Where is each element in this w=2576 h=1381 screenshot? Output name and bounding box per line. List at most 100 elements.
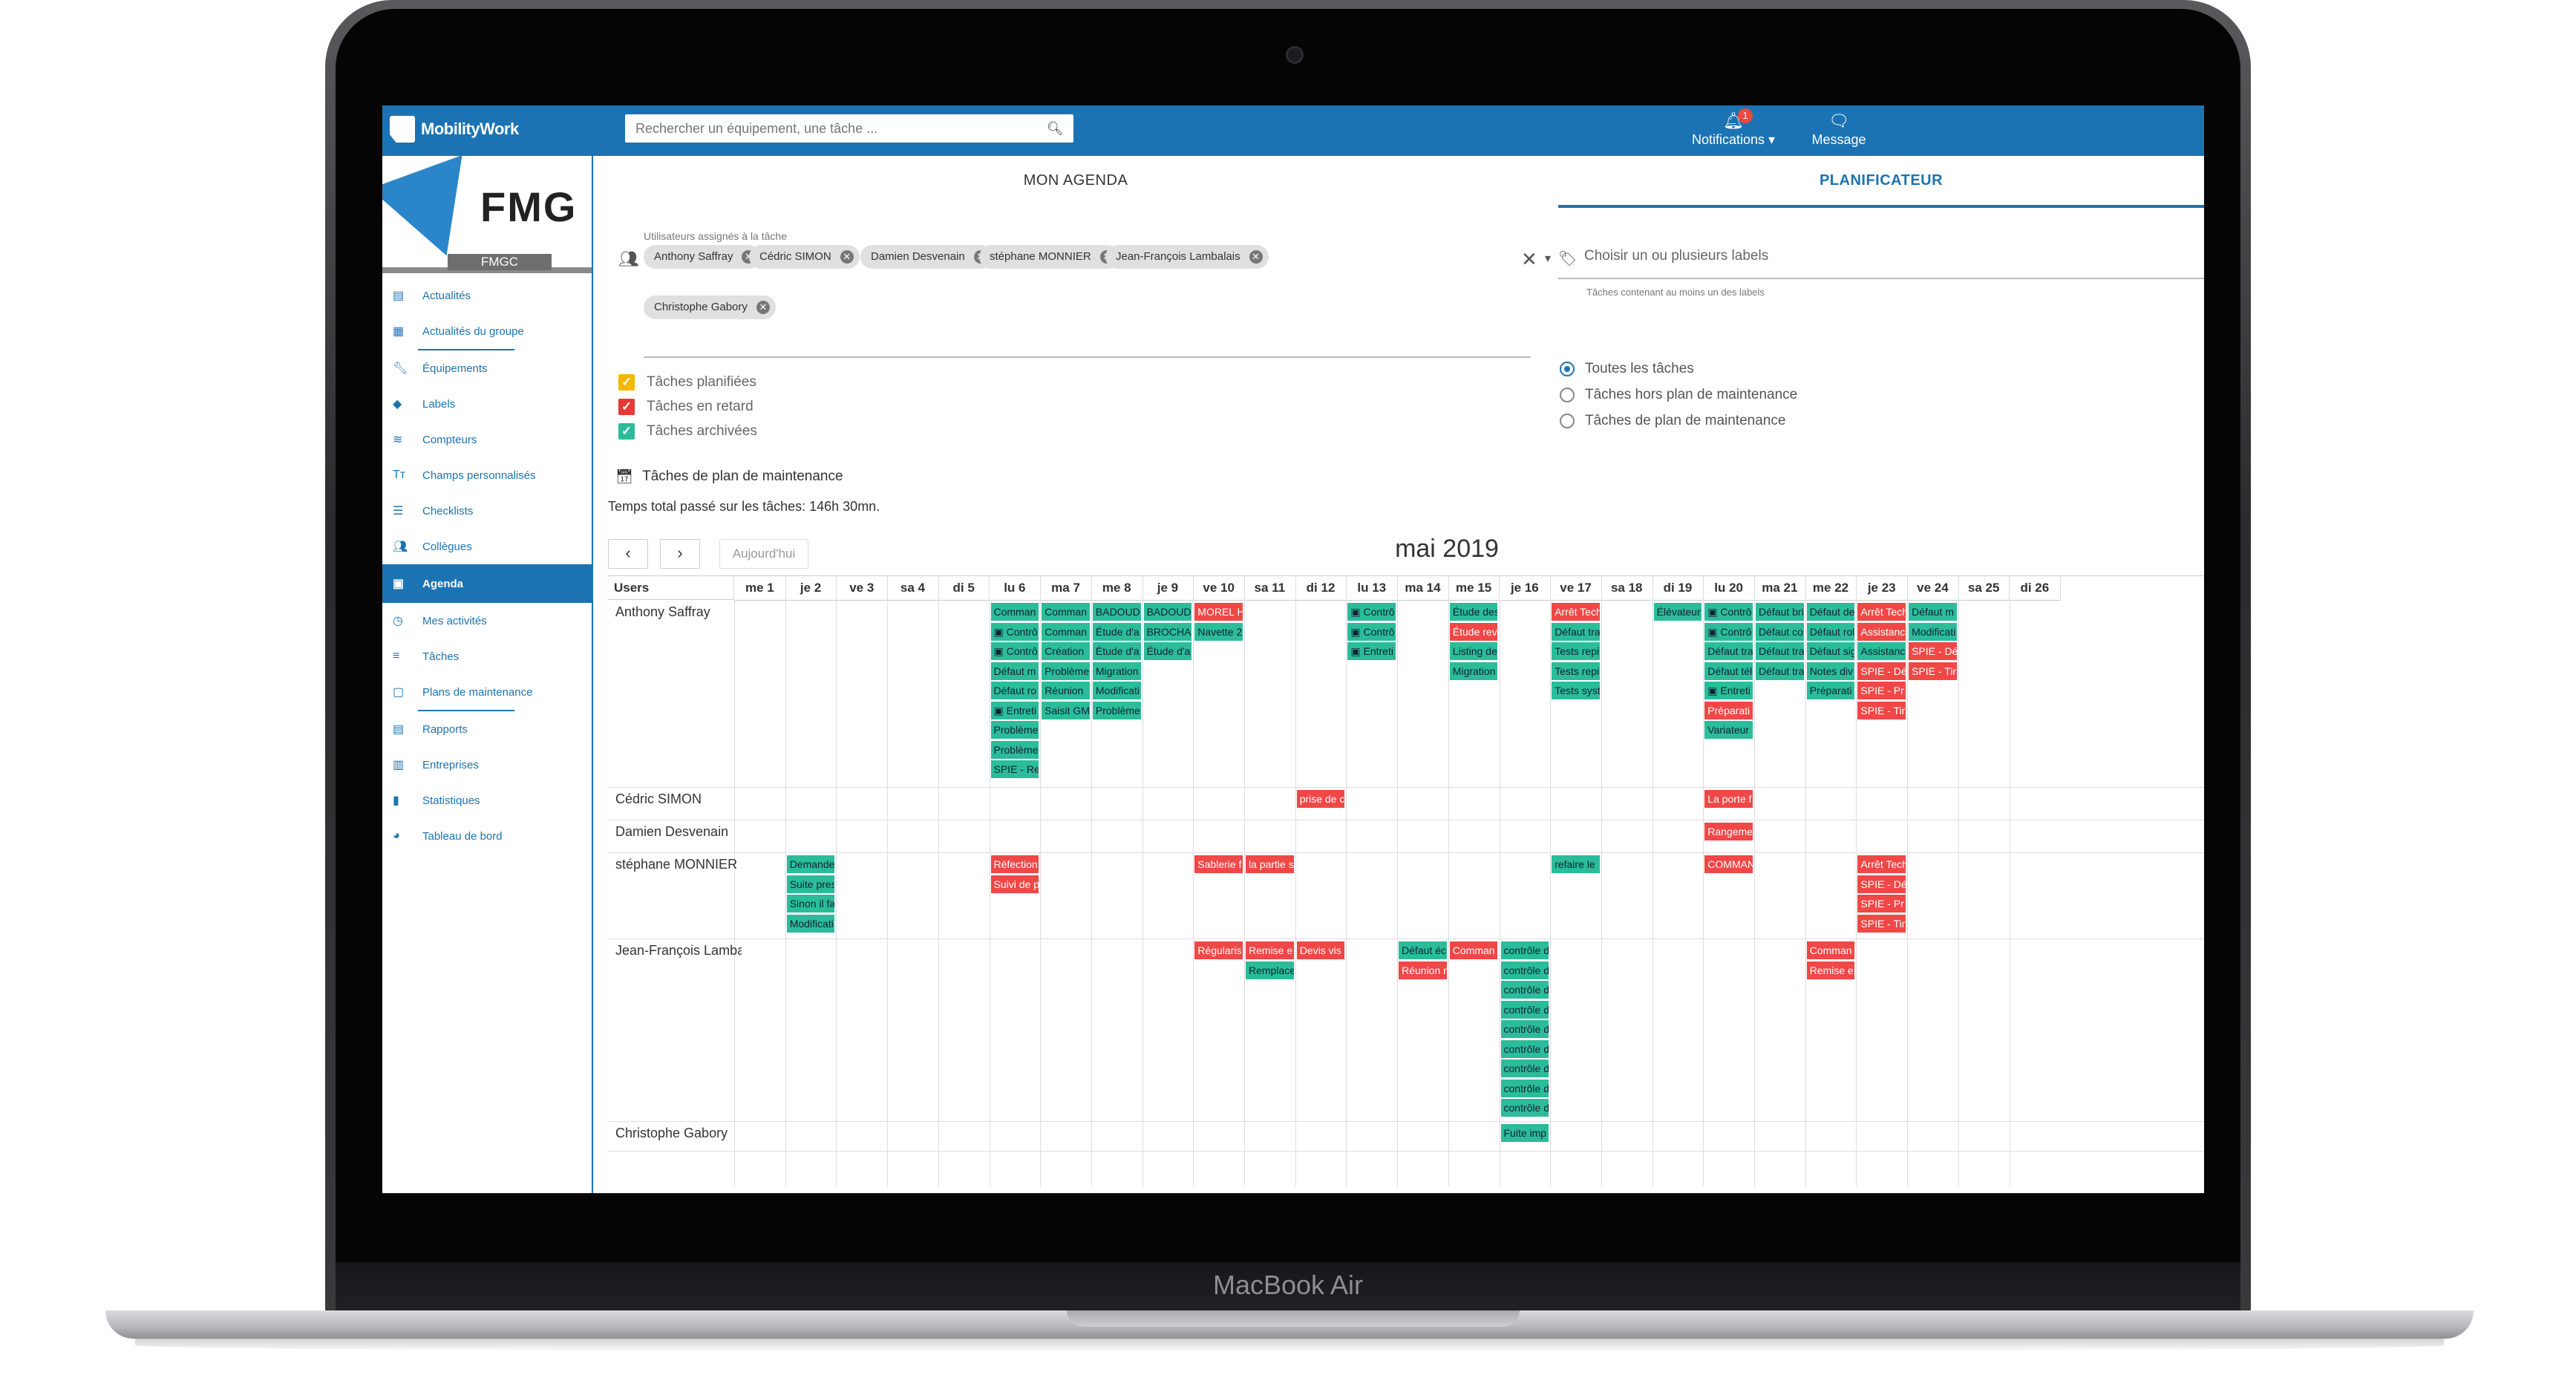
calendar-event[interactable]: Défaut tra xyxy=(1704,642,1753,660)
radio-button[interactable] xyxy=(1560,414,1575,428)
calendar-event[interactable]: SPIE - Pr xyxy=(1857,895,1906,912)
calendar-event[interactable]: Problème xyxy=(990,740,1039,759)
day-header[interactable]: sa 18 xyxy=(1601,576,1653,601)
calendar-event[interactable]: refaire le xyxy=(1552,855,1600,873)
calendar-event[interactable]: Étude d'a xyxy=(1092,622,1141,641)
checkbox[interactable]: ✓ xyxy=(618,399,635,415)
search-input[interactable] xyxy=(625,120,1036,137)
calendar-event[interactable]: Défaut bri xyxy=(1756,603,1804,621)
calendar-event[interactable]: ▣ Entreti xyxy=(990,701,1039,719)
sidebar-item-12[interactable]: ▤ Rapports xyxy=(382,711,592,747)
calendar-event[interactable]: Comman xyxy=(1042,603,1090,621)
day-header[interactable]: ve 17 xyxy=(1550,576,1602,601)
calendar-event[interactable]: Arrêt Tech xyxy=(1857,603,1906,621)
calendar-event[interactable]: Remplace xyxy=(1246,961,1294,979)
next-button[interactable]: › xyxy=(660,539,700,569)
sidebar-item-1[interactable]: ▦ Actualités du groupe xyxy=(382,313,592,349)
calendar-event[interactable]: Assistanc xyxy=(1857,642,1906,660)
calendar-event[interactable]: Défaut sig xyxy=(1806,642,1855,660)
status-checkbox-row[interactable]: ✓ Tâches en retard xyxy=(618,396,753,418)
day-header[interactable]: me 1 xyxy=(734,576,786,601)
checkbox[interactable]: ✓ xyxy=(618,374,635,391)
calendar-event[interactable]: BROCHA xyxy=(1143,622,1192,641)
day-header[interactable]: sa 11 xyxy=(1244,576,1296,601)
calendar-event[interactable]: SPIE - Re xyxy=(990,760,1039,778)
user-chip[interactable]: Christophe Gabory ✕ xyxy=(644,296,776,319)
calendar-event[interactable]: ▣ Entreti xyxy=(1704,682,1753,699)
status-checkbox-row[interactable]: ✓ Tâches planifiées xyxy=(618,371,756,394)
calendar-event[interactable]: Défaut éc xyxy=(1399,941,1447,959)
calendar-event[interactable]: contrôle d xyxy=(1500,1099,1549,1117)
radio-button[interactable] xyxy=(1560,362,1575,376)
sidebar-item-4[interactable]: ≋ Compteurs xyxy=(382,422,592,457)
calendar-event[interactable]: Comman xyxy=(1806,941,1855,959)
calendar-event[interactable]: SPIE - Tir xyxy=(1857,701,1906,719)
radio-option[interactable]: Toutes les tâches xyxy=(1560,358,1694,380)
day-header[interactable]: me 22 xyxy=(1805,576,1857,601)
calendar-event[interactable]: Arrêt Tech xyxy=(1552,603,1600,621)
day-header[interactable]: je 9 xyxy=(1142,576,1194,601)
calendar-event[interactable]: ▣ Contrô xyxy=(1347,622,1396,641)
calendar-event[interactable]: SPIE - Pr xyxy=(1857,682,1906,699)
day-header[interactable]: lu 6 xyxy=(989,576,1042,601)
calendar-event[interactable]: Tests syst xyxy=(1552,682,1600,699)
calendar-event[interactable]: contrôle d xyxy=(1500,1039,1549,1058)
calendar-event[interactable]: Variateur xyxy=(1704,721,1753,739)
calendar-event[interactable]: Demande xyxy=(786,855,835,873)
calendar-event[interactable]: Rangeme xyxy=(1704,823,1753,840)
calendar-event[interactable]: Arrêt Tech xyxy=(1857,855,1906,873)
calendar-event[interactable]: ▣ Entreti xyxy=(1347,642,1396,660)
calendar-event[interactable]: BADOUD xyxy=(1143,603,1192,621)
calendar-event[interactable]: Réunion xyxy=(1042,682,1090,699)
clear-users-icon[interactable]: ✕ xyxy=(1521,248,1537,270)
calendar-event[interactable]: Réfection xyxy=(990,855,1039,873)
calendar-event[interactable]: Défaut tra xyxy=(1552,622,1600,641)
calendar-event[interactable]: Remise e xyxy=(1806,961,1855,979)
calendar-event[interactable]: Étude d'a xyxy=(1143,642,1192,660)
calendar-event[interactable]: Défaut rol xyxy=(1806,622,1855,641)
calendar-event[interactable]: la partie s xyxy=(1246,855,1294,873)
calendar-event[interactable]: Modificati xyxy=(1909,622,1957,641)
maintenance-plan-toggle[interactable]: 📅︎ Tâches de plan de maintenance xyxy=(615,468,843,486)
user-chip[interactable]: stéphane MONNIER✕ xyxy=(979,245,1119,269)
calendar-event[interactable]: Étude des xyxy=(1449,603,1498,621)
calendar-event[interactable]: Préparati xyxy=(1704,701,1753,719)
day-header[interactable]: ve 3 xyxy=(836,576,889,601)
sidebar-item-6[interactable]: ☰ Checklists xyxy=(382,493,592,529)
calendar-event[interactable]: contrôle d xyxy=(1500,1079,1549,1097)
day-header[interactable]: je 23 xyxy=(1856,576,1909,601)
calendar-event[interactable]: Devis vis xyxy=(1296,941,1345,959)
day-header[interactable]: je 2 xyxy=(785,576,837,601)
day-header[interactable]: lu 13 xyxy=(1346,576,1399,601)
calendar-event[interactable]: Notes div xyxy=(1806,662,1855,680)
day-header[interactable]: di 5 xyxy=(938,576,990,601)
calendar-event[interactable]: contrôle d xyxy=(1500,981,1549,999)
labels-select[interactable]: Choisir un ou plusieurs labels xyxy=(1584,248,1769,264)
calendar-event[interactable]: Navette 2 xyxy=(1194,622,1243,641)
day-header[interactable]: ve 10 xyxy=(1193,576,1245,601)
calendar-event[interactable]: Listing de xyxy=(1449,642,1498,660)
calendar-event[interactable]: Défaut co xyxy=(1756,622,1804,641)
users-dropdown-icon[interactable]: ▾ xyxy=(1545,252,1552,265)
calendar-event[interactable]: SPIE - Tir xyxy=(1857,914,1906,933)
calendar-event[interactable]: Suivi de p xyxy=(990,875,1039,893)
day-header[interactable]: lu 20 xyxy=(1703,576,1755,601)
calendar-event[interactable]: COMMAN xyxy=(1704,855,1753,873)
organization-logo[interactable]: FMG FMGC xyxy=(382,155,592,273)
calendar-event[interactable]: Problème xyxy=(1042,662,1090,680)
calendar-event[interactable]: Problème xyxy=(1092,701,1141,719)
calendar-event[interactable]: ▣ Contrô xyxy=(990,642,1039,660)
sidebar-item-13[interactable]: ▥ Entreprises xyxy=(382,747,592,783)
calendar-event[interactable]: La porte f xyxy=(1704,790,1753,808)
sidebar-item-10[interactable]: ≡ Tâches xyxy=(382,639,592,674)
sidebar-item-8[interactable]: ▣ Agenda xyxy=(382,564,592,603)
calendar-event[interactable]: contrôle d xyxy=(1500,1060,1549,1077)
user-chip[interactable]: Jean-François Lambalais ✕ xyxy=(1105,245,1269,269)
radio-button[interactable] xyxy=(1560,388,1575,402)
tab-mon-agenda[interactable]: MON AGENDA xyxy=(1023,172,1128,189)
calendar-event[interactable]: SPIE - Tir xyxy=(1909,662,1957,680)
user-chip[interactable]: Cédric SIMON ✕ xyxy=(749,245,860,269)
sidebar-item-11[interactable]: ▢ Plans de maintenance xyxy=(382,674,592,710)
day-header[interactable]: sa 4 xyxy=(887,576,939,601)
calendar-event[interactable]: Réunion r xyxy=(1399,961,1447,979)
